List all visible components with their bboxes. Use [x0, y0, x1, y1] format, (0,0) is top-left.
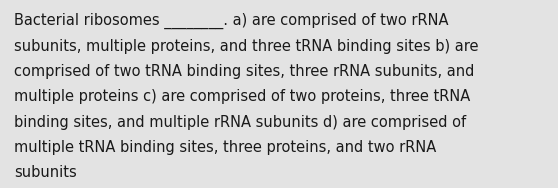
Text: multiple proteins c) are comprised of two proteins, three tRNA: multiple proteins c) are comprised of tw…	[14, 89, 470, 104]
Text: Bacterial ribosomes ________. a) are comprised of two rRNA: Bacterial ribosomes ________. a) are com…	[14, 13, 449, 29]
Text: comprised of two tRNA binding sites, three rRNA subunits, and: comprised of two tRNA binding sites, thr…	[14, 64, 474, 79]
Text: binding sites, and multiple rRNA subunits d) are comprised of: binding sites, and multiple rRNA subunit…	[14, 115, 466, 130]
Text: subunits, multiple proteins, and three tRNA binding sites b) are: subunits, multiple proteins, and three t…	[14, 39, 478, 54]
Text: multiple tRNA binding sites, three proteins, and two rRNA: multiple tRNA binding sites, three prote…	[14, 140, 436, 155]
Text: subunits: subunits	[14, 165, 76, 180]
